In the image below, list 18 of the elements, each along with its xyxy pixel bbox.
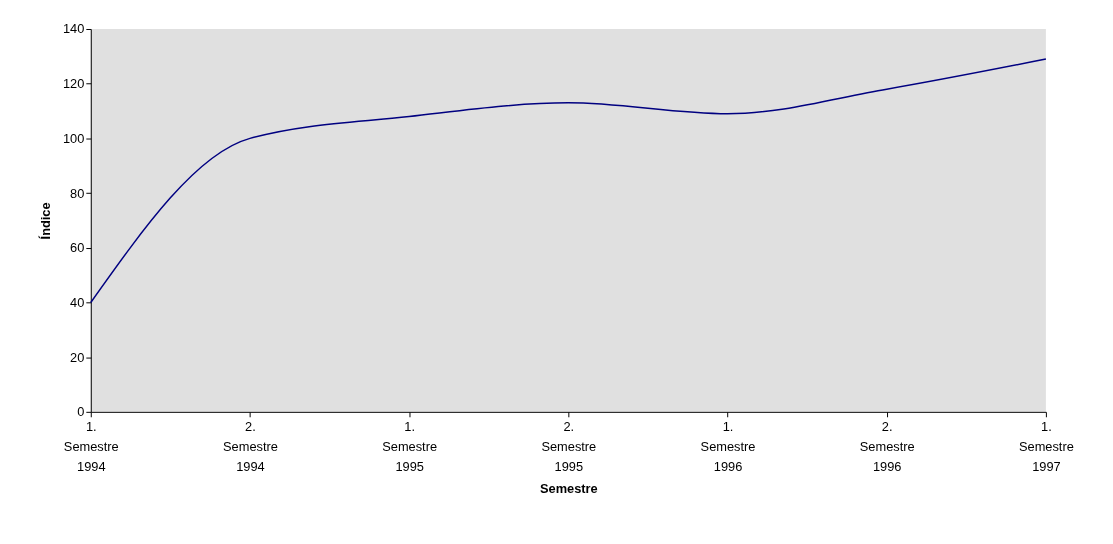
y-axis-title: Índice [38, 202, 54, 240]
x-tick-label: 2. Semestre 1995 [541, 419, 597, 474]
y-tick-label: 140 [62, 21, 85, 37]
y-tick-label: 80 [70, 185, 85, 201]
y-tick-label: 120 [62, 76, 85, 92]
line-series [90, 58, 1047, 304]
x-tick-label: 1. Semestre 1997 [1018, 419, 1074, 474]
x-tick-label: 2. Semestre 1994 [223, 419, 278, 474]
y-tick-label: 0 [77, 404, 85, 420]
x-tick-label: 1. Semestre 1996 [700, 419, 756, 474]
y-tick-label: 20 [70, 349, 85, 365]
x-tick-label: 1. Semestre 1995 [382, 419, 438, 474]
x-tick-label: 1. Semestre 1994 [63, 419, 119, 474]
y-tick-label: 100 [62, 130, 85, 146]
x-tick-label: 2. Semestre 1996 [859, 419, 915, 474]
y-tick-label: 40 [70, 294, 85, 310]
y-tick-label: 60 [70, 240, 85, 256]
x-axis-title: Semestre [539, 481, 598, 497]
